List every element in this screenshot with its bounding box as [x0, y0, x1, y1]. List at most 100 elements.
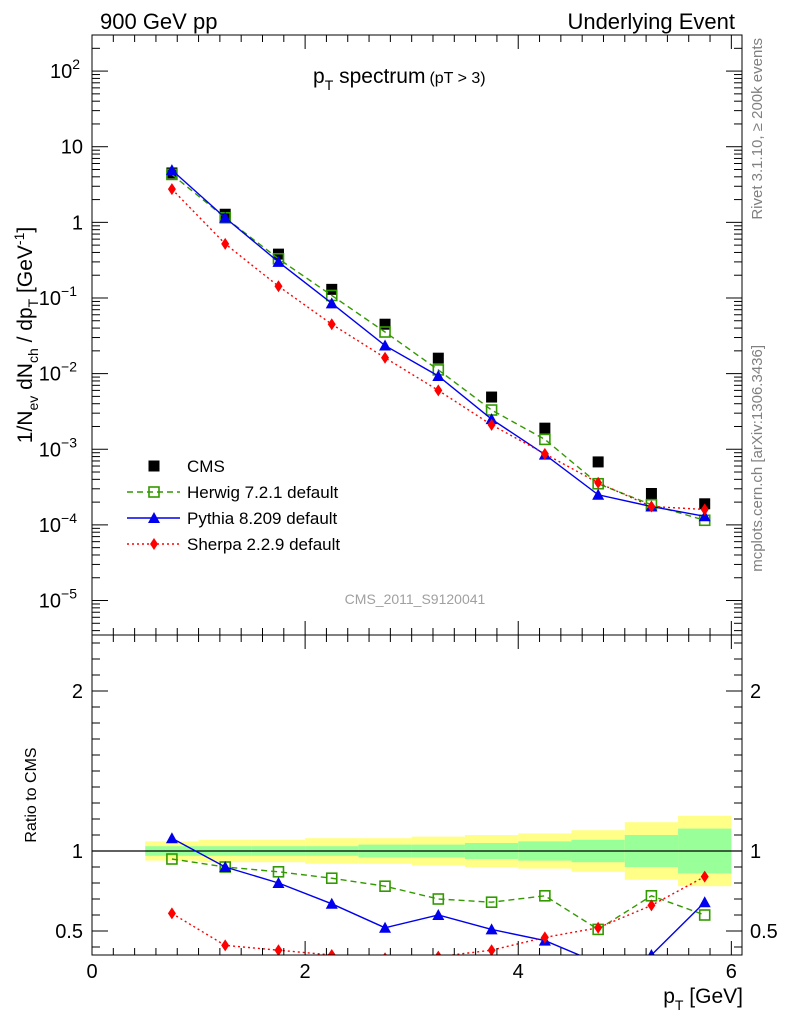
sherpa-point [700, 503, 709, 516]
pythia-ratio-point [325, 897, 338, 909]
pythia-point [379, 339, 392, 351]
pythia-point [592, 488, 605, 500]
y-tick-label: 1 [72, 212, 83, 234]
cms-data-point [645, 487, 657, 499]
legend-marker-sherpa [150, 538, 158, 550]
y-tick-label: 102 [50, 56, 80, 83]
herwig-ratio-point [379, 880, 391, 893]
sherpa-ratio-point [594, 921, 603, 934]
herwig-point [379, 326, 391, 338]
legend-marker-herwig [148, 486, 160, 498]
ratio-panel-series [165, 832, 711, 968]
y-axis-label: 1/Nev dNch / dpT [GeV-1] [11, 227, 41, 443]
ratio-uncertainty-bands [92, 815, 742, 887]
pythia-ratio-point [485, 923, 498, 935]
cms-data-point [326, 283, 338, 295]
sherpa-point [327, 318, 336, 331]
cms-data-point [539, 422, 551, 434]
cms-data-point [592, 456, 604, 468]
cms-data-point [379, 318, 391, 330]
chart-title: pT spectrum (pT > 3) [313, 65, 486, 93]
header-left: 900 GeV pp [100, 9, 217, 34]
pythia-ratio-point [648, 949, 655, 955]
pythia-point [698, 510, 711, 522]
legend: CMS Herwig 7.2.1 default Pythia 8.209 defa… [127, 457, 340, 554]
herwig-ratio-point [485, 896, 498, 909]
y-tick-label: 10−2 [39, 359, 77, 386]
herwig-point [539, 433, 551, 446]
herwig-ratio-point [272, 865, 285, 878]
herwig-ratio-line [171, 858, 705, 931]
pythia-point [325, 297, 338, 309]
chart-title-cut: (pT > 3) [429, 70, 485, 87]
legend-label-pythia: Pythia 8.209 default [187, 509, 338, 528]
pythia-ratio-point [272, 877, 285, 888]
sherpa-point [381, 351, 390, 364]
herwig-ratio-point [166, 853, 178, 865]
y-tick-label: 10 [61, 137, 83, 159]
pythia-point [219, 211, 232, 223]
pythia-ratio-point [432, 909, 445, 920]
sherpa-point [221, 237, 230, 250]
sherpa-point [487, 418, 496, 431]
pythia-point [432, 370, 445, 382]
ratio-y-axis-label: Ratio to CMS [23, 747, 40, 842]
analysis-watermark: CMS_2011_S9120041 [345, 591, 486, 607]
herwig-ratio-point [432, 893, 445, 905]
legend-marker-cms [148, 460, 160, 472]
sherpa-point [647, 500, 656, 513]
x-tick-label: 2 [300, 961, 311, 983]
sherpa-ratio-point [647, 899, 656, 912]
pythia-ratio-point [165, 832, 178, 844]
sherpa-ratio-point [167, 907, 176, 920]
pythia-point [272, 255, 285, 267]
ratio-tick-label-right: 2 [750, 681, 761, 703]
sherpa-ratio-point [327, 949, 336, 955]
legend-label-herwig: Herwig 7.2.1 default [187, 483, 338, 502]
cms-data-point [486, 391, 498, 403]
y-tick-label: 10−1 [39, 283, 77, 310]
chart-title-sub: T [325, 77, 334, 93]
sherpa-point [594, 476, 603, 489]
x-axis-label: pT [GeV] [663, 985, 743, 1013]
ratio-tick-label-right: 0.5 [750, 921, 778, 943]
ratio-tick-label-left: 0.5 [55, 921, 83, 943]
main-panel-series [165, 164, 711, 527]
cms-data-point [432, 352, 444, 364]
herwig-ratio-point [698, 909, 711, 921]
pythia-point [165, 164, 178, 176]
pythia-point [485, 413, 498, 425]
herwig-ratio-point [325, 872, 338, 885]
axes: 0 2 4 6 10−5 10−4 10−3 10−2 10−1 1 10 102 0.5 0.5 1 1 2 2 [39, 34, 778, 983]
chart-title-rest: spectrum [333, 65, 425, 88]
sherpa-ratio-point [274, 944, 283, 955]
sherpa-ratio-point [435, 950, 442, 955]
y-tick-label: 10−5 [39, 586, 77, 613]
legend-label-cms: CMS [187, 457, 225, 476]
sherpa-point [274, 280, 283, 293]
chart-title-main: p [313, 65, 325, 88]
side-label-top: Rivet 3.1.10, ≥ 200k events [749, 38, 766, 220]
ratio-panel-frame [91, 634, 743, 956]
y-tick-label: 10−4 [39, 510, 77, 537]
x-tick-label: 4 [513, 961, 524, 983]
sherpa-ratio-point [221, 939, 230, 952]
sherpa-ratio-point [540, 931, 549, 944]
svg-text:1/Nev dNch / dpT [GeV-1]: 1/Nev dNch / dpT [GeV-1] [11, 227, 41, 443]
sherpa-ratio-point [700, 870, 709, 883]
x-tick-label: 6 [726, 961, 737, 983]
ratio-tick-label-right: 1 [750, 841, 761, 863]
ratio-tick-label-left: 2 [72, 681, 83, 703]
sherpa-point [434, 384, 443, 397]
pythia-ratio-point [592, 957, 604, 968]
y-tick-label: 10−3 [39, 434, 77, 461]
herwig-ratio-point [539, 889, 551, 902]
pythia-ratio-point [698, 896, 711, 908]
legend-marker-pythia [148, 512, 160, 523]
legend-label-sherpa: Sherpa 2.2.9 default [187, 535, 340, 554]
sherpa-line [171, 188, 705, 511]
ratio-tick-label-left: 1 [72, 841, 83, 863]
herwig-line [171, 173, 705, 521]
sherpa-ratio-point [487, 944, 496, 955]
